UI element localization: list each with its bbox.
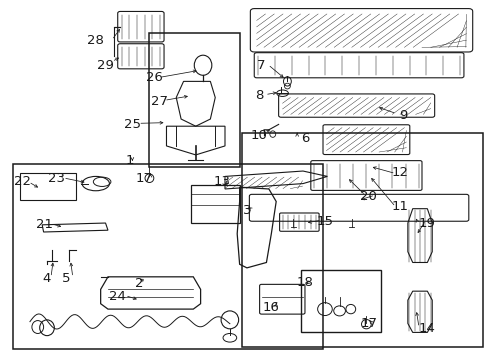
Text: 23: 23 (48, 172, 65, 185)
Bar (300, 270, 380, 332)
Bar (20, 173, 76, 200)
Text: 21: 21 (36, 218, 53, 231)
Text: 17: 17 (360, 317, 377, 330)
Text: 3: 3 (242, 204, 251, 217)
Bar (13, 164, 322, 348)
Text: 12: 12 (391, 166, 408, 179)
Text: 5: 5 (62, 272, 71, 285)
Text: 8: 8 (254, 89, 263, 102)
Bar (149, 33, 239, 167)
Bar (242, 134, 483, 347)
Bar (190, 185, 239, 223)
Text: 1: 1 (125, 154, 134, 167)
Text: 7: 7 (257, 59, 265, 72)
Text: 27: 27 (150, 95, 167, 108)
Text: 25: 25 (123, 118, 141, 131)
Text: 24: 24 (109, 290, 126, 303)
Text: 22: 22 (14, 175, 31, 188)
Text: 28: 28 (87, 33, 104, 47)
Text: 10: 10 (250, 129, 267, 142)
Text: 29: 29 (97, 59, 114, 72)
Text: 9: 9 (398, 109, 407, 122)
Text: 16: 16 (263, 301, 279, 314)
Text: 19: 19 (418, 216, 435, 230)
Text: 11: 11 (391, 201, 408, 213)
Text: 20: 20 (360, 190, 377, 203)
Text: 17: 17 (136, 172, 153, 185)
Text: 2: 2 (135, 278, 143, 291)
Text: 6: 6 (301, 132, 309, 145)
Text: 13: 13 (214, 175, 231, 188)
Text: 14: 14 (418, 322, 435, 335)
Text: 4: 4 (43, 272, 51, 285)
Text: 26: 26 (145, 71, 163, 84)
Text: 15: 15 (316, 215, 333, 228)
Text: 18: 18 (296, 276, 313, 289)
